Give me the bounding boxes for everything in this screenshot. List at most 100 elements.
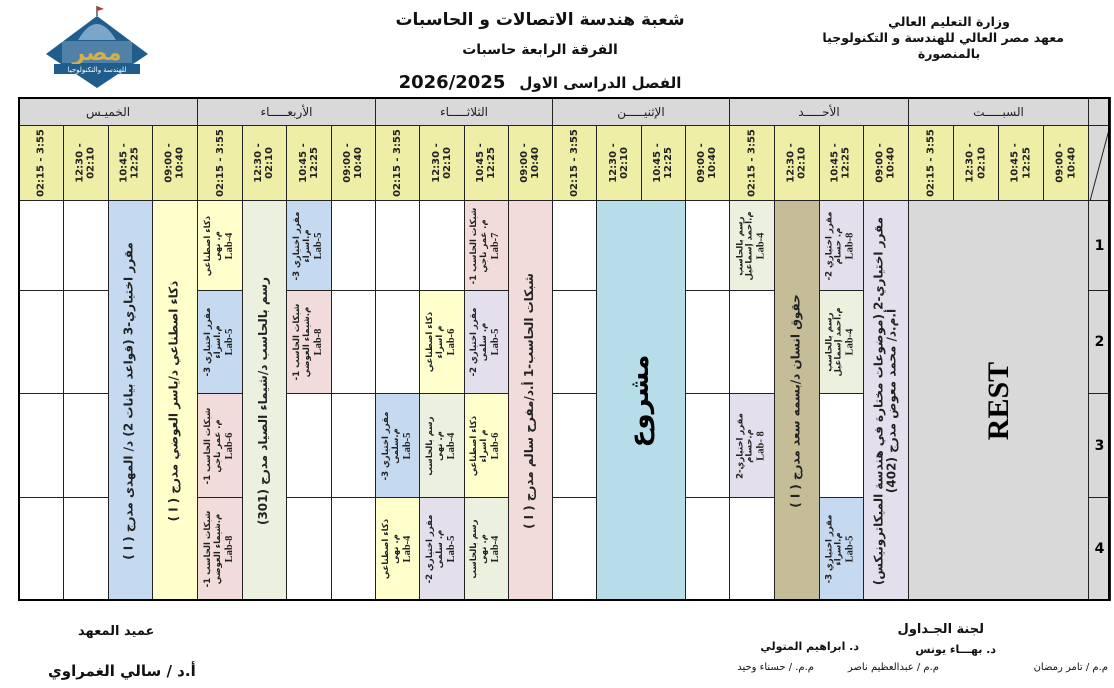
session-cell: رسم بالحاسب م.أحمد إسماعيل Lab-4 <box>729 200 775 291</box>
empty-slot-cell <box>684 497 730 601</box>
lab-room: Lab-5 <box>489 328 501 356</box>
session-text: شبكات الحاسب-1 أ.د/مفرح سالم مدرج ( ا ) <box>522 272 537 529</box>
day-header: الثلاثـــــاء <box>375 97 553 126</box>
time-slot-header: 02:15 - 3:55 <box>18 125 64 201</box>
instructor-name: م.شيماء العوضي <box>212 513 223 585</box>
time-slot-label: 02:15 - 3:55 <box>35 129 47 197</box>
time-slot-label: 12:30 - 02:10 <box>785 143 808 183</box>
session-cell: مقرر اختياري-2 م.حسام Lab- 8 <box>729 393 775 498</box>
empty-slot-cell <box>18 497 64 601</box>
time-slot-label: 02:15 - 3:55 <box>391 129 403 197</box>
group-number: 4 <box>1088 497 1111 601</box>
time-slot-header: 10:45 - 12:25 <box>818 125 865 201</box>
session-cell: رسم بالحاسب م.أحمد إسماعيل Lab-4 <box>818 290 865 394</box>
lab-room: Lab-4 <box>223 232 235 259</box>
empty-slot-cell <box>729 290 775 394</box>
session-cell: مقرر اختياري 2- م. سلمى Lab-5 <box>463 290 509 394</box>
time-slot-label: 10:45 - 12:25 <box>118 143 142 183</box>
time-slot-header: 09:00 - 10:40 <box>330 125 376 201</box>
day-header: السبـــــت <box>908 97 1089 126</box>
time-slot-label: 09:00 - 10:40 <box>1054 143 1078 183</box>
session-cell: شبكات الحاسب 1- م.شيماء العوضي Lab-8 <box>286 290 332 394</box>
session-text: رسم بالحاسب د/شيماء الصياد مدرج (301) <box>256 276 271 525</box>
committee-member: د. ابراهيم المتولي <box>760 640 859 653</box>
instructor-name: م. نهى <box>390 534 401 564</box>
time-slot-label: 02:15 - 3:55 <box>214 129 225 197</box>
time-slot-header: 10:45 - 12:25 <box>286 125 332 201</box>
dean-title: عميد المعهد <box>78 624 155 639</box>
lab-room: Lab-4 <box>489 535 501 563</box>
time-slot-header: 09:00 - 10:40 <box>152 125 198 201</box>
ministry-line: وزارة التعليم العالي <box>888 14 1010 29</box>
empty-slot-cell <box>684 393 730 498</box>
group-corner-cell <box>1088 125 1111 201</box>
session-cell: مشروع <box>596 200 686 601</box>
time-slot-label: 12:30 - 02:10 <box>607 143 630 183</box>
empty-slot-cell <box>62 497 109 601</box>
lab-room: Lab-5 <box>445 535 457 563</box>
empty-slot-cell <box>552 497 598 601</box>
lab-room: Lab-5 <box>401 432 413 459</box>
time-slot-label: 09:00 - 10:40 <box>695 143 719 183</box>
instructor-name: م.حسام <box>744 428 755 463</box>
empty-slot-cell <box>729 497 775 601</box>
lab-room: Lab-8 <box>223 535 235 563</box>
lab-room: Lab-7 <box>489 232 501 259</box>
empty-slot-cell <box>684 290 730 394</box>
session-cell: مقرر اختياري 3- م.اسراء Lab-5 <box>818 497 865 601</box>
time-slot-label: 09:00 - 10:40 <box>874 143 898 183</box>
session-cell: مقرر اختياري-3 (قواعد بيانات 2) د/ المهد… <box>107 200 154 601</box>
level-title: الفرقة الرابعة حاسبات <box>462 42 618 58</box>
day-header: الخميـس <box>18 97 198 126</box>
time-slot-header: 09:00 - 10:40 <box>684 125 730 201</box>
time-slot-header: 12:30 - 02:10 <box>773 125 820 201</box>
time-slot-header: 10:45 - 12:25 <box>998 125 1044 201</box>
instructor-name: م.اسراء <box>301 228 312 263</box>
group-header-blank <box>1088 97 1111 126</box>
time-slot-header: 09:00 - 10:40 <box>507 125 553 201</box>
group-number: 3 <box>1088 393 1111 498</box>
session-cell: رسم بالحاسب م. نهى Lab-4 <box>463 497 509 601</box>
lab-room: Lab-4 <box>755 232 767 259</box>
group-number: 2 <box>1088 290 1111 394</box>
rest-label: REST <box>981 361 1015 440</box>
lab-room: Lab-8 <box>312 328 324 356</box>
time-slot-header: 02:15 - 3:55 <box>197 125 243 201</box>
instructor-name: م اسراء <box>479 428 490 462</box>
empty-slot-cell <box>684 200 730 291</box>
session-cell: شبكات الحاسب 1- م.شيماء العوضي Lab-8 <box>197 497 243 601</box>
assistant-name: م.م / تامر رمضان <box>1033 662 1108 673</box>
time-slot-header: 10:45 - 12:25 <box>107 125 154 201</box>
city-line: بالمنصورة <box>917 46 981 61</box>
instructor-name: م. عمر ناجي <box>479 218 490 273</box>
time-slot-label: 10:45 - 12:25 <box>829 143 853 183</box>
empty-slot-cell <box>286 393 332 498</box>
empty-slot-cell <box>286 497 332 601</box>
instructor-name: م. نهى <box>212 230 223 261</box>
instructor-name: م. نهى <box>479 534 490 564</box>
group-number: 1 <box>1088 200 1111 291</box>
assistant-name: م.م / عبدالعظيم ناصر <box>847 662 939 673</box>
session-cell: مقرر اختياري 2- م. حسام Lab-8 <box>818 200 865 291</box>
committee-title: لجنة الجـداول <box>897 622 984 637</box>
department-title: شعبة هندسة الاتصالات و الحاسبات <box>395 10 685 30</box>
time-slot-label: 10:45 - 12:25 <box>474 143 498 183</box>
session-text: ذكاء اصطناعي د/ياسر العوضي مدرج ( ا ) <box>167 280 182 521</box>
session-cell: حقوق انسان د/بسمه سعد مدرج ( ا ) <box>773 200 820 601</box>
institute-logo: مصر للهندسة والتكنولوجيا <box>46 6 148 88</box>
instructor-name: م.سلمى <box>390 427 401 464</box>
session-cell: ذكاء اصطناعي م. نهى Lab-4 <box>375 497 421 601</box>
assistant-name: م.م. / حسناء وحيد <box>737 662 814 673</box>
instructor-name: م.أحمد إسماعيل <box>834 307 845 377</box>
lab-room: Lab-8 <box>845 232 857 259</box>
diagonal-line-icon <box>1089 126 1110 200</box>
time-slot-header: 02:15 - 3:55 <box>375 125 421 201</box>
time-slot-header: 12:30 - 02:10 <box>596 125 642 201</box>
time-slot-label: 09:00 - 10:40 <box>341 143 365 183</box>
lab-room: Lab-5 <box>312 232 324 259</box>
session-cell: شبكات الحاسب 1- م. عمر ناجي Lab-7 <box>463 200 509 291</box>
term-title: الفصل الدراسى الاول 2026/2025 <box>330 72 750 93</box>
time-slot-label: 10:45 - 12:25 <box>651 143 675 183</box>
time-slot-header: 02:15 - 3:55 <box>552 125 598 201</box>
